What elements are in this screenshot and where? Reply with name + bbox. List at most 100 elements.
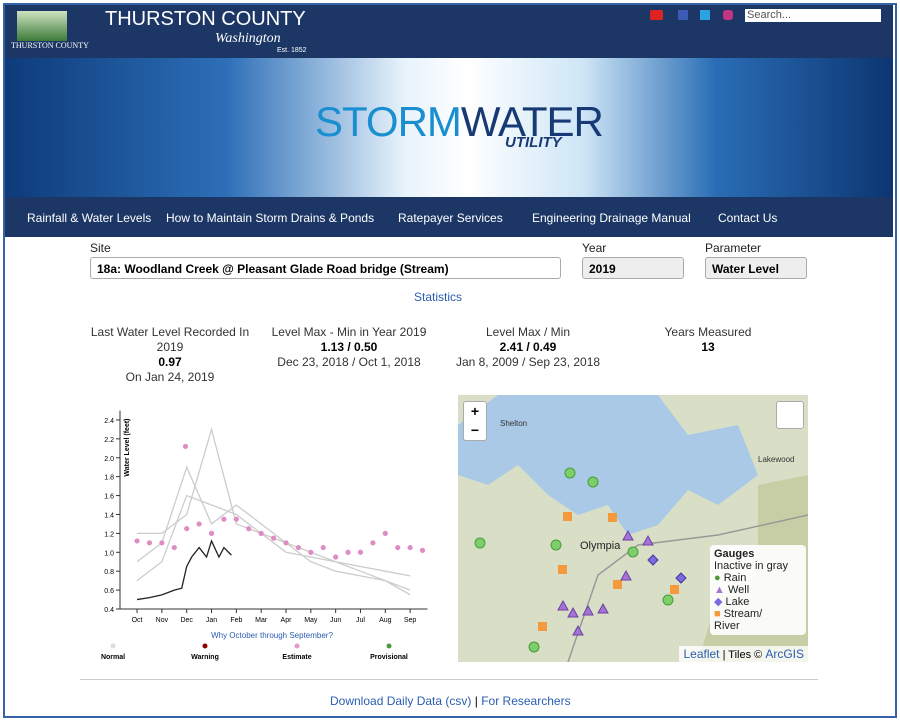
x-tick-label: Sep	[404, 617, 417, 624]
legend-swatch	[294, 643, 300, 649]
y-tick-label: 0.6	[104, 588, 114, 595]
nav-item[interactable]: Contact Us	[718, 211, 778, 225]
stat-detail: Jan 8, 2009 / Sep 23, 2018	[455, 355, 601, 369]
stat-value: 2.41 / 0.49	[499, 340, 557, 354]
site-select[interactable]: 18a: Woodland Creek @ Pleasant Glade Roa…	[90, 257, 561, 279]
x-tick-label: Oct	[132, 617, 143, 624]
legend-item: ◆ Lake	[714, 596, 750, 608]
established: Est. 1852	[277, 47, 307, 54]
header: THURSTON COUNTY THURSTON COUNTY Washingt…	[5, 5, 893, 58]
layers-control[interactable]	[776, 401, 804, 429]
attribution-link[interactable]: Leaflet	[683, 647, 720, 661]
divider	[80, 679, 818, 680]
banner-part: STORM	[315, 98, 462, 145]
y-tick-label: 0.4	[104, 607, 114, 614]
map[interactable]: Shelton Olympia Lakewood + − Gauges Inact…	[458, 395, 808, 662]
nav-item[interactable]: Ratepayer Services	[398, 211, 503, 225]
y-tick-label: 1.8	[104, 475, 114, 482]
banner-subtitle: UTILITY	[505, 134, 562, 151]
data-point	[320, 544, 326, 551]
stat-detail: On Jan 24, 2019	[125, 370, 215, 384]
y-tick-label: 2.2	[104, 437, 114, 444]
attribution-text: | Tiles ©	[722, 649, 763, 661]
banner: STORMWATER UTILITY	[5, 58, 893, 197]
road	[567, 514, 808, 662]
legend-item: ● Rain	[714, 572, 747, 584]
map-legend: Gauges Inactive in gray ● Rain ▲ Well ◆ …	[710, 545, 806, 635]
search-box[interactable]: Search...	[745, 9, 881, 22]
y-tick-label: 0.8	[104, 569, 114, 576]
data-point	[345, 549, 351, 555]
instagram-icon[interactable]	[723, 10, 733, 20]
place-label: Lakewood	[758, 455, 795, 464]
data-point	[407, 544, 413, 551]
attribution-link[interactable]: ArcGIS	[765, 647, 804, 661]
year-label: Year	[582, 241, 607, 255]
data-point	[270, 535, 277, 541]
data-point	[208, 530, 215, 536]
legend-item: ▲ Well	[714, 584, 750, 596]
youtube-icon[interactable]	[650, 10, 663, 20]
parameter-label: Parameter	[705, 241, 762, 255]
legend-label: Warning	[191, 654, 219, 661]
logo	[17, 11, 67, 41]
site-subtitle: Washington	[215, 31, 281, 46]
data-line	[137, 426, 411, 596]
stat-label: Level Max / Min	[485, 325, 571, 339]
y-tick-label: 2.0	[104, 456, 114, 463]
x-tick-label: May	[304, 617, 318, 624]
y-tick-label: 1.2	[104, 531, 114, 538]
data-point	[370, 540, 376, 546]
zoom-control: + −	[463, 401, 487, 441]
place-label: Olympia	[580, 540, 621, 552]
data-point	[134, 538, 140, 544]
zoom-out[interactable]: −	[470, 422, 480, 438]
x-tick-label: Apr	[281, 617, 293, 624]
data-point	[283, 540, 289, 546]
legend-swatch	[202, 643, 208, 649]
chart-link[interactable]: Why October through September?	[211, 631, 333, 640]
nav-item[interactable]: Rainfall & Water Levels	[27, 211, 152, 225]
x-tick-label: Jul	[356, 617, 365, 624]
data-point	[419, 547, 426, 553]
data-point	[146, 540, 153, 546]
y-axis-label: Water Level (feet)	[124, 419, 131, 477]
chart: 0.4 0.6 0.8 1.0 1.2 1.4 1.6 1.8 2.0 2.2 2.4 Oct Nov D…	[101, 410, 428, 661]
statistics-link[interactable]: Statistics	[414, 290, 463, 304]
facebook-icon[interactable]	[678, 10, 688, 20]
legend-swatch	[386, 643, 392, 649]
year-select[interactable]: 2019	[582, 257, 684, 279]
gauge-markers	[474, 467, 687, 653]
banner-part: WATER	[460, 98, 604, 145]
legend-swatch	[110, 643, 116, 649]
researchers-link[interactable]: For Researchers	[481, 694, 571, 708]
download-link[interactable]: Download Daily Data (csv)	[330, 694, 472, 708]
data-point	[395, 544, 401, 551]
twitter-icon[interactable]	[700, 10, 710, 20]
parameter-select[interactable]: Water Level	[705, 257, 807, 279]
nav-item[interactable]: How to Maintain Storm Drains & Ponds	[166, 211, 375, 225]
stat-label: Level Max - Min in Year 2019	[271, 325, 427, 339]
site-label: Site	[90, 241, 111, 255]
zoom-in[interactable]: +	[470, 403, 480, 419]
x-tick-label: Mar	[255, 617, 268, 624]
legend-subtitle: Inactive in gray	[714, 560, 788, 572]
data-point	[382, 530, 388, 536]
footer-links: Download Daily Data (csv) | For Research…	[330, 694, 571, 708]
x-tick-label: Nov	[156, 617, 169, 624]
legend-item: ■ Stream/ River	[714, 608, 763, 632]
nav-item[interactable]: Engineering Drainage Manual	[532, 211, 691, 225]
data-point	[182, 443, 189, 450]
nav-bar: Rainfall & Water Levels How to Maintain …	[5, 197, 893, 237]
stat-label: Years Measured	[664, 325, 752, 339]
stat-value: 0.97	[158, 355, 182, 369]
data-point	[233, 516, 239, 522]
stat-block: Level Max / Min 2.41 / 0.49 Jan 8, 2009 / …	[438, 325, 618, 370]
x-tick-label: Jun	[330, 617, 341, 624]
water	[458, 395, 758, 535]
legend-label: Provisional	[370, 654, 408, 661]
legend-label: Normal	[101, 654, 125, 661]
x-tick-label: Jan	[206, 617, 217, 624]
place-label: Shelton	[500, 419, 528, 428]
stat-value: 13	[701, 340, 715, 354]
